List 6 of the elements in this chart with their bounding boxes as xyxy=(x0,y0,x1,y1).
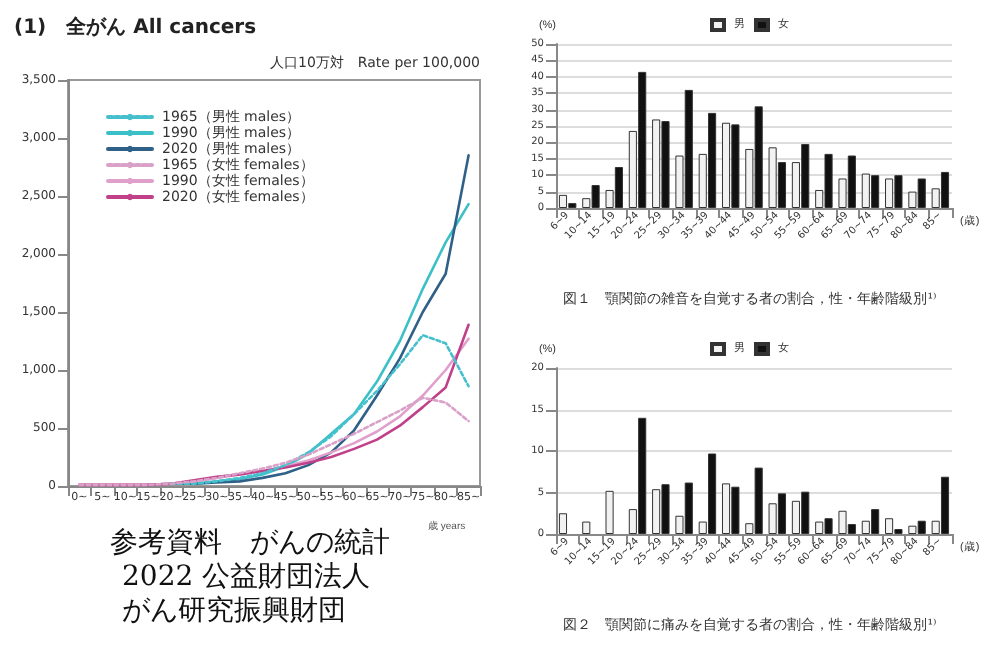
bar xyxy=(558,513,568,534)
text: 2022 公益財団法人がん研究振興財団 xyxy=(122,561,371,627)
bar xyxy=(605,490,614,534)
chart-title: (1) 全がん All cancers xyxy=(14,15,257,39)
bar xyxy=(582,521,591,534)
text: 参考資料 がんの統計 xyxy=(110,527,390,559)
